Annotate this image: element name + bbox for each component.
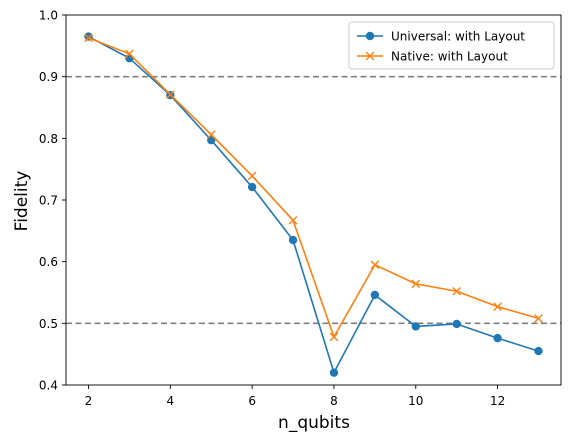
data-point-0-3 [207,135,216,145]
data-point-0-4 [247,182,257,192]
data-point-1-9 [452,286,461,296]
data-point-1-5 [288,216,298,225]
data-point-1-1 [125,49,134,59]
ticks: 2 4 6 8 10 12 0.4 0.5 0.6 0.7 0.8 0.9 1.0 [39,9,505,409]
data-point-1-10 [493,302,502,311]
data-point-1-11 [534,314,543,323]
legend-marker [365,51,375,61]
y-tick-label: 0.8 [39,132,58,146]
x-tick-label: 4 [166,394,174,408]
data-point-0-5 [288,235,298,245]
data-point-1-4 [247,171,257,181]
x-tick-label: 2 [85,394,93,408]
series-line-0 [88,35,539,374]
data-point-1-3 [206,130,216,139]
legend-label: Native: with Layout [391,50,508,64]
series-0 [84,32,543,377]
data-point-1-6 [329,332,339,342]
legend: Universal: with Layout Native: with Layou… [348,21,555,70]
y-tick-label: 0.5 [39,317,58,331]
legend-marker [365,31,375,41]
reference-lines [66,75,561,325]
data-point-1-0 [84,33,93,43]
series-1 [84,33,543,342]
data-point-0-9 [452,319,461,329]
axes [65,14,562,386]
legend-label: Universal: with Layout [391,30,525,44]
x-tick-label: 12 [490,394,505,408]
plot-frame [65,14,562,386]
y-axis-label: Fidelity [12,171,32,232]
y-tick-label: 1.0 [39,9,58,23]
y-tick-label: 0.4 [39,379,58,393]
x-axis-label: n_qubits [278,413,350,433]
data-point-0-6 [329,368,339,377]
data-point-0-7 [370,290,380,300]
data-point-1-7 [370,260,380,270]
legend-entry-0: Universal: with Layout [357,30,525,44]
x-tick-label: 10 [408,394,423,408]
y-tick-label: 0.7 [39,194,58,208]
x-tick-label: 6 [248,394,256,408]
data-point-0-11 [534,346,543,356]
y-tick-label: 0.9 [39,70,58,84]
x-tick-label: 8 [330,394,338,408]
data-point-0-10 [493,333,502,343]
data-point-0-8 [411,322,420,331]
legend-entry-1: Native: with Layout [357,50,508,64]
data-point-1-8 [411,279,421,289]
series-line-1 [88,37,539,338]
series-layer [84,32,543,377]
y-tick-label: 0.6 [39,255,58,269]
data-point-0-1 [125,53,134,63]
data-point-1-2 [166,90,175,99]
legend-box [348,21,555,70]
